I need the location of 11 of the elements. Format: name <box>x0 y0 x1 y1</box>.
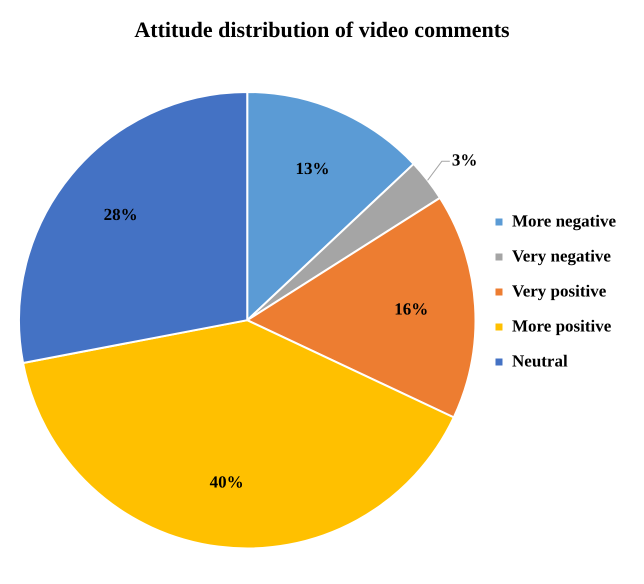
data-label: 40% <box>210 472 244 492</box>
data-label: 16% <box>394 299 428 318</box>
legend-label: Neutral <box>512 351 568 370</box>
legend-label: Very negative <box>512 246 612 266</box>
data-label: 28% <box>104 204 138 224</box>
legend-label: Very positive <box>512 281 607 300</box>
data-label: 13% <box>296 158 330 178</box>
chart-title: Attitude distribution of video comments <box>134 16 510 42</box>
data-label: 3% <box>452 150 478 170</box>
legend-label: More negative <box>512 211 616 230</box>
legend-label: More positive <box>512 316 612 336</box>
